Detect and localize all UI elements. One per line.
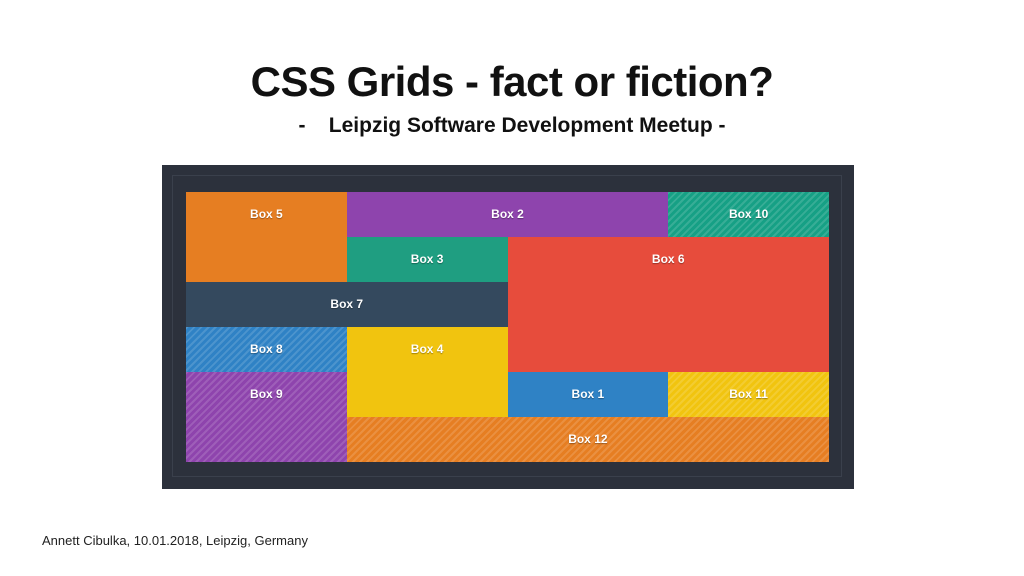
box-3-label: Box 3 — [410, 252, 444, 266]
grid-demo-frame: Box 5 Box 2 Box 10 Box 3 Box 6 Box 7 Box… — [162, 165, 854, 489]
box-12: Box 12 — [346, 417, 829, 462]
slide-title: CSS Grids - fact or fiction? — [250, 58, 774, 105]
box-8-label: Box 8 — [250, 342, 283, 356]
css-grid: Box 5 Box 2 Box 10 Box 3 Box 6 Box 7 Box… — [186, 192, 829, 462]
box-7: Box 7 — [186, 282, 508, 327]
box-10-label: Box 10 — [728, 207, 769, 221]
box-6-label: Box 6 — [651, 252, 685, 266]
box-5-label: Box 5 — [250, 207, 283, 221]
box-6: Box 6 — [507, 237, 829, 372]
box-2-label: Box 2 — [491, 207, 524, 221]
box-1: Box 1 — [507, 372, 669, 417]
box-2: Box 2 — [346, 192, 669, 237]
grid-demo-inner-border — [172, 175, 842, 477]
box-11: Box 11 — [668, 372, 829, 417]
box-4: Box 4 — [346, 327, 508, 417]
box-3: Box 3 — [346, 237, 508, 282]
box-9: Box 9 — [186, 372, 347, 462]
box-12-label: Box 12 — [568, 432, 608, 446]
box-4-label: Box 4 — [410, 342, 444, 356]
box-11-label: Box 11 — [729, 387, 768, 401]
box-1-label: Box 1 — [571, 387, 605, 401]
box-5: Box 5 — [186, 192, 347, 282]
box-8: Box 8 — [186, 327, 347, 372]
slide-footer: Annett Cibulka, 10.01.2018, Leipzig, Ger… — [42, 533, 308, 548]
box-10: Box 10 — [668, 192, 829, 237]
box-9-label: Box 9 — [250, 387, 283, 401]
box-7-label: Box 7 — [330, 297, 364, 311]
slide-subtitle: - Leipzig Software Development Meetup - — [298, 114, 726, 137]
